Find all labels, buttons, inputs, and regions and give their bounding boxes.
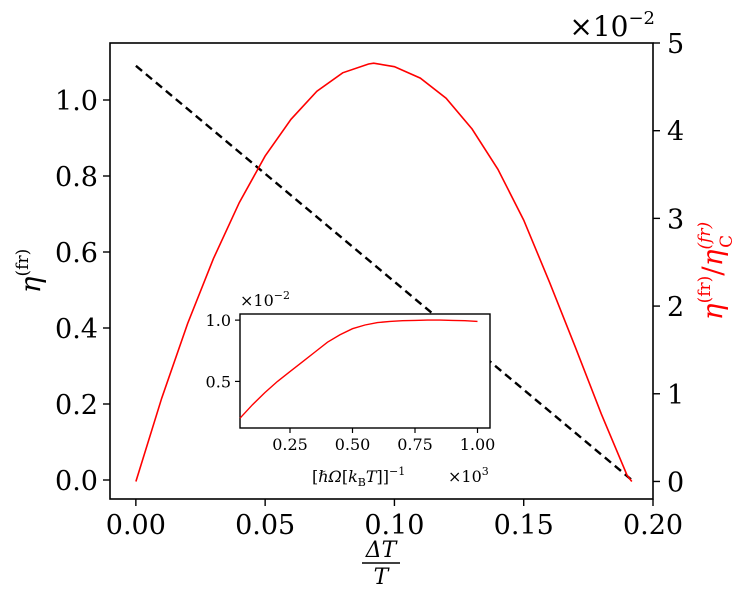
y-tick-label-right: 4 — [667, 117, 684, 148]
inset-curve — [239, 319, 478, 419]
y-tick-label-left: 0.0 — [55, 466, 98, 497]
inset-x-label: [ℏΩ[kBT]]−1 — [312, 465, 405, 489]
inset-series-group — [239, 319, 478, 419]
inset-y-tick-label: 1.0 — [206, 311, 231, 330]
x-axis-label-denominator: T — [374, 565, 391, 590]
y-tick-label-right: 2 — [667, 292, 684, 323]
y-axis-label-left: η(fr) — [13, 249, 47, 293]
x-tick-label: 0.00 — [106, 510, 166, 541]
main-x-ticks: 0.00 0.05 0.10 0.15 0.20 — [106, 499, 683, 541]
inset-y-ticks: 0.5 1.0 — [206, 311, 240, 391]
inset-plot: 0.25 0.50 0.75 1.00 0.5 1.0 ×10−2 ×103 [ℏΩ[k… — [206, 289, 496, 489]
efficiency-ratio-curve — [135, 62, 633, 482]
y-tick-label-right: 0 — [667, 467, 684, 498]
x-tick-label: 0.05 — [235, 510, 295, 541]
y-axis-label-right: η(fr)/η(fr) C — [695, 222, 737, 320]
y-tick-label-right: 1 — [667, 380, 684, 411]
main-plot-frame — [109, 42, 654, 500]
x-axis-label: ΔT T — [362, 538, 400, 590]
inset-x-multiplier: ×103 — [448, 465, 489, 486]
x-axis-label-numerator: ΔT — [365, 538, 399, 563]
y-tick-label-left: 0.2 — [55, 390, 98, 421]
main-y-ticks-right: 0 1 2 3 4 5 — [653, 29, 684, 498]
efficiency-dashed-line — [135, 64, 633, 481]
main-y-ticks-left: 0.0 0.2 0.4 0.6 0.8 1.0 — [55, 86, 110, 497]
inset-y-multiplier: ×10−2 — [240, 289, 290, 310]
inset-x-tick-label: 0.75 — [397, 435, 433, 454]
right-axis-multiplier: ×10−2 — [569, 8, 655, 43]
x-tick-label: 0.10 — [364, 510, 424, 541]
y-tick-label-right: 3 — [667, 204, 684, 235]
main-series-group — [135, 62, 633, 482]
inset-x-tick-label: 0.25 — [272, 435, 308, 454]
y-tick-label-left: 0.6 — [55, 238, 98, 269]
inset-y-tick-label: 0.5 — [206, 372, 231, 391]
inset-x-tick-label: 0.50 — [335, 435, 371, 454]
y-tick-label-left: 0.4 — [55, 314, 98, 345]
x-tick-label: 0.20 — [623, 510, 683, 541]
y-tick-label-left: 1.0 — [55, 86, 98, 117]
inset-x-ticks: 0.25 0.50 0.75 1.00 — [272, 428, 495, 454]
y-tick-label-right: 5 — [667, 29, 684, 60]
x-tick-label: 0.15 — [494, 510, 554, 541]
y-tick-label-left: 0.8 — [55, 162, 98, 193]
inset-x-tick-label: 1.00 — [460, 435, 496, 454]
inset-frame — [239, 313, 491, 429]
